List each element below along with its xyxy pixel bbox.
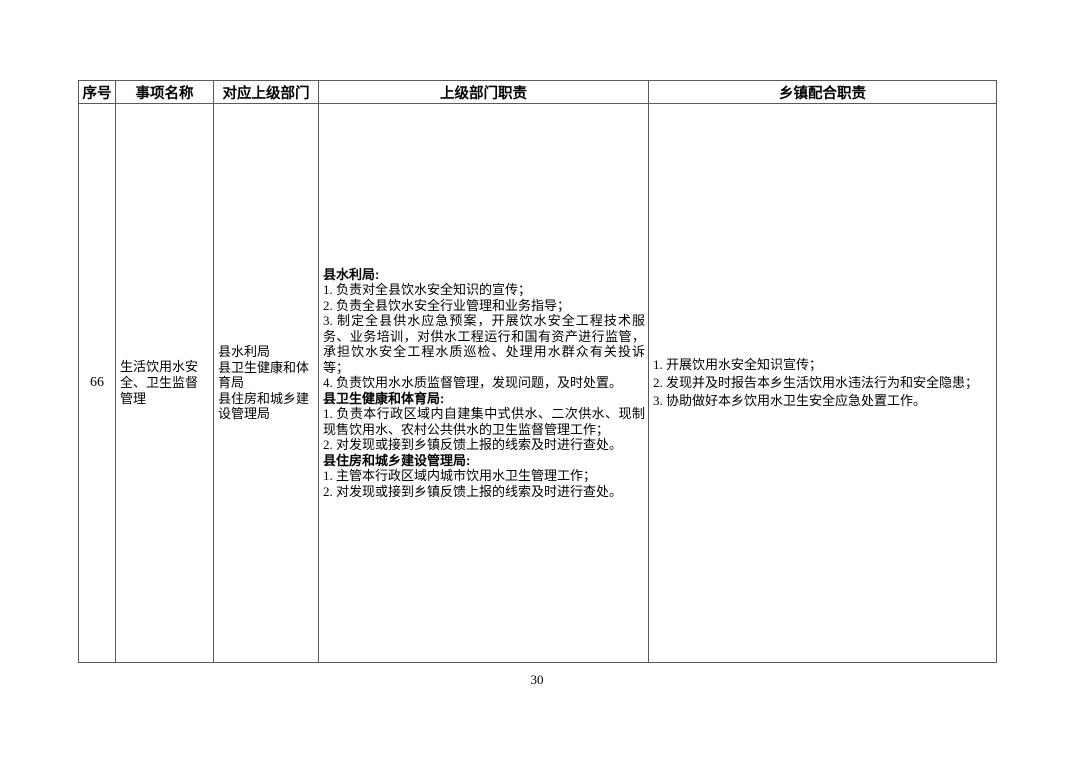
superior-duty-line: 县卫生健康和体育局: [323,390,445,406]
item-name-text: 生活饮用水安全、卫生监督管理 [120,359,199,406]
header-item-name: 事项名称 [116,81,214,104]
superior-duty-line: 1. 负责对全县饮水安全知识的宣传； [323,282,532,298]
township-duties-list: 1. 开展饮用水安全知识宣传； 2. 发现并及时报告本乡生活饮用水违法行为和安全隐… [649,356,996,410]
cell-superior-duties: 县水利局: 1. 负责对全县饮水安全知识的宣传； 2. 负责全县饮水安全行业管理和业… [319,104,649,662]
department-name: 县住房和城乡建设管理局 [218,390,310,422]
superior-duty-line: 1. 主管本行政区域内城市饮用水卫生管理工作； [323,468,597,484]
cell-item-name: 生活饮用水安全、卫生监督管理 [116,104,214,662]
header-township-duties: 乡镇配合职责 [649,81,996,104]
superior-duty-line: 4. 负责饮用水水质监督管理，发现问题，及时处置。 [323,375,623,391]
header-serial-number: 序号 [79,81,116,104]
department-name: 县水利局 [218,344,271,360]
cell-serial-number: 66 [79,104,116,662]
superior-duty-line: 1. 负责本行政区域内自建集中式供水、二次供水、现制现售饮用水、农村公共供水的卫… [323,406,645,437]
cell-township-duties: 1. 开展饮用水安全知识宣传； 2. 发现并及时报告本乡生活饮用水违法行为和安全隐… [649,104,996,662]
superior-duty-line: 2. 负责全县饮水安全行业管理和业务指导； [323,297,571,313]
superior-duty-line: 县水利局: [323,266,380,282]
superior-duties-list: 县水利局: 1. 负责对全县饮水安全知识的宣传； 2. 负责全县饮水安全行业管理和业… [319,267,648,500]
superior-duty-line: 2. 对发现或接到乡镇反馈上报的线索及时进行查处。 [323,437,623,453]
township-duty-line: 1. 开展饮用水安全知识宣传； [653,357,823,372]
superior-duty-line: 2. 对发现或接到乡镇反馈上报的线索及时进行查处。 [323,483,623,499]
township-duty-line: 2. 发现并及时报告本乡生活饮用水违法行为和安全隐患； [653,375,979,390]
header-superior-department: 对应上级部门 [214,81,319,104]
superior-departments-list: 县水利局 县卫生健康和体育局 县住房和城乡建设管理局 [214,344,318,422]
responsibility-table: 序号 事项名称 对应上级部门 上级部门职责 乡镇配合职责 66 生活饮用水安全、… [78,80,997,663]
cell-superior-departments: 县水利局 县卫生健康和体育局 县住房和城乡建设管理局 [214,104,319,662]
township-duty-line: 3. 协助做好本乡饮用水卫生安全应急处置工作。 [653,393,927,408]
header-superior-duties: 上级部门职责 [319,81,649,104]
department-name: 县卫生健康和体育局 [218,359,310,391]
page-number: 30 [530,672,544,687]
superior-duty-line: 3. 制定全县供水应急预案，开展饮水安全工程技术服务、业务培训，对供水工程运行和… [323,313,645,375]
serial-number-value: 66 [90,375,104,391]
superior-duty-line: 县住房和城乡建设管理局: [323,452,471,468]
